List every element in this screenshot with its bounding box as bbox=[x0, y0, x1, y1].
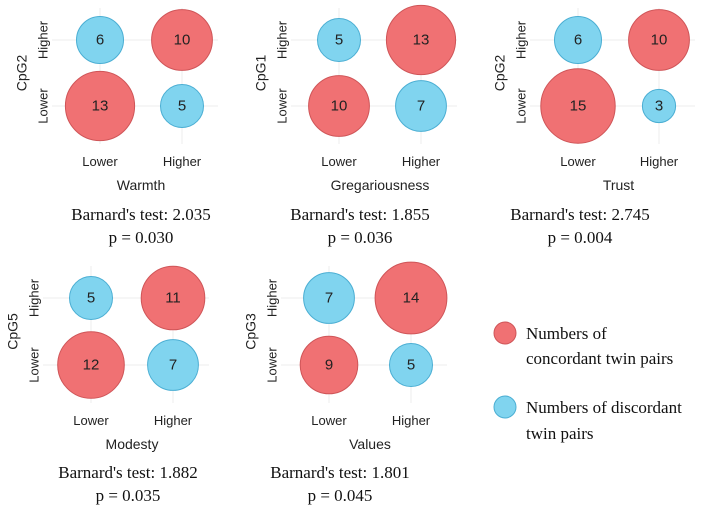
x-axis-title: Warmth bbox=[117, 177, 165, 193]
p-value: p = 0.035 bbox=[96, 486, 161, 505]
bubble-value-label: 5 bbox=[87, 290, 95, 307]
discordant-bubble bbox=[554, 16, 602, 64]
y-tick-label: Higher bbox=[513, 20, 528, 59]
bubble-value-label: 5 bbox=[178, 98, 186, 115]
panel-4: Lower Higher CpG5 Lower Higher Modesty 5 11 12 7 B… bbox=[5, 265, 209, 505]
legend-concordant-marker bbox=[493, 321, 517, 345]
discordant-bubble bbox=[389, 343, 433, 387]
bubble-value-label: 10 bbox=[331, 98, 348, 115]
y-tick-label: Lower bbox=[264, 347, 279, 383]
x-tick-label: Lower bbox=[560, 154, 596, 169]
bubble-value-label: 15 bbox=[570, 98, 587, 115]
concordant-bubble bbox=[299, 335, 359, 395]
x-tick-label: Higher bbox=[392, 413, 431, 428]
x-tick-label: Lower bbox=[73, 413, 109, 428]
bubble-value-label: 13 bbox=[92, 98, 109, 115]
x-tick-label: Lower bbox=[321, 154, 357, 169]
panels: Lower Higher CpG2 Lower Higher Warmth 6 10 13 5 Ba… bbox=[5, 4, 695, 505]
bubble-value-label: 13 bbox=[413, 32, 430, 49]
concordant-bubble bbox=[151, 9, 213, 71]
y-tick-label: Lower bbox=[35, 88, 50, 124]
concordant-bubble bbox=[385, 4, 457, 76]
y-tick-label: Higher bbox=[35, 20, 50, 59]
y-axis-title: CpG2 bbox=[14, 55, 30, 92]
bubble-value-label: 5 bbox=[335, 32, 343, 49]
y-axis-title: CpG5 bbox=[5, 313, 21, 350]
barnard-test-stat: Barnard's test: 2.745 bbox=[510, 205, 650, 224]
discordant-bubble bbox=[641, 88, 677, 124]
bubble-value-label: 9 bbox=[325, 357, 333, 374]
x-tick-label: Lower bbox=[82, 154, 118, 169]
barnard-test-stat: Barnard's test: 2.035 bbox=[71, 205, 211, 224]
bubble-value-label: 7 bbox=[325, 290, 333, 307]
bubble-value-label: 7 bbox=[417, 98, 425, 115]
x-axis-title: Modesty bbox=[106, 436, 159, 452]
legend-discordant-marker bbox=[493, 395, 517, 419]
barnard-test-stat: Barnard's test: 1.801 bbox=[270, 463, 410, 482]
y-tick-label: Higher bbox=[264, 278, 279, 317]
legend-discordant-line1: Numbers of discordant bbox=[526, 398, 682, 417]
panel-1: Lower Higher CpG2 Lower Higher Warmth 6 10 13 5 Ba… bbox=[14, 8, 218, 247]
x-tick-label: Higher bbox=[402, 154, 441, 169]
x-tick-label: Higher bbox=[640, 154, 679, 169]
x-tick-label: Higher bbox=[154, 413, 193, 428]
p-value: p = 0.030 bbox=[109, 228, 174, 247]
concordant-bubble bbox=[64, 70, 136, 142]
bubble-value-label: 6 bbox=[574, 32, 582, 49]
bubble-value-label: 6 bbox=[96, 32, 104, 49]
p-value: p = 0.045 bbox=[308, 486, 373, 505]
x-tick-label: Higher bbox=[163, 154, 202, 169]
x-axis-title: Values bbox=[349, 436, 391, 452]
p-value: p = 0.004 bbox=[548, 228, 613, 247]
legend: Numbers of concordant twin pairs Numbers… bbox=[493, 321, 682, 443]
concordant-bubble bbox=[374, 261, 448, 335]
concordant-bubble bbox=[308, 75, 370, 137]
concordant-bubble bbox=[57, 331, 125, 399]
barnard-test-stat: Barnard's test: 1.855 bbox=[290, 205, 430, 224]
y-tick-label: Lower bbox=[513, 88, 528, 124]
legend-concordant-line2: concordant twin pairs bbox=[526, 349, 673, 368]
discordant-bubble bbox=[147, 339, 199, 391]
y-axis-title: CpG2 bbox=[492, 55, 508, 92]
panel-3: Lower Higher CpG2 Lower Higher Trust 6 10 15 3 Bar… bbox=[492, 8, 695, 247]
discordant-bubble bbox=[160, 84, 204, 128]
bubble-value-label: 10 bbox=[174, 32, 191, 49]
discordant-bubble bbox=[317, 18, 361, 62]
discordant-bubble bbox=[69, 276, 113, 320]
legend-concordant-line1: Numbers of bbox=[526, 324, 607, 343]
p-value: p = 0.036 bbox=[328, 228, 393, 247]
y-tick-label: Higher bbox=[274, 20, 289, 59]
y-tick-label: Higher bbox=[26, 278, 41, 317]
bubble-value-label: 11 bbox=[165, 290, 181, 307]
bubble-value-label: 10 bbox=[651, 32, 668, 49]
concordant-bubble bbox=[540, 68, 616, 144]
discordant-bubble bbox=[76, 16, 124, 64]
y-tick-label: Lower bbox=[274, 88, 289, 124]
panel-2: Lower Higher CpG1 Lower Higher Gregariousness… bbox=[253, 4, 457, 247]
y-axis-title: CpG1 bbox=[253, 55, 269, 92]
bubble-value-label: 5 bbox=[407, 357, 415, 374]
concordant-bubble bbox=[628, 9, 690, 71]
y-axis-title: CpG3 bbox=[243, 313, 259, 350]
discordant-bubble bbox=[395, 80, 447, 132]
barnard-test-stat: Barnard's test: 1.882 bbox=[58, 463, 198, 482]
x-axis-title: Trust bbox=[603, 177, 634, 193]
bubble-value-label: 3 bbox=[655, 98, 663, 115]
discordant-bubble bbox=[303, 272, 355, 324]
x-axis-title: Gregariousness bbox=[331, 177, 430, 193]
x-tick-label: Lower bbox=[311, 413, 347, 428]
bubble-value-label: 14 bbox=[403, 290, 420, 307]
bubble-value-label: 12 bbox=[83, 357, 100, 374]
bubble-value-label: 7 bbox=[169, 357, 177, 374]
concordant-bubble bbox=[140, 265, 206, 331]
legend-discordant-line2: twin pairs bbox=[526, 424, 594, 443]
y-tick-label: Lower bbox=[26, 347, 41, 383]
